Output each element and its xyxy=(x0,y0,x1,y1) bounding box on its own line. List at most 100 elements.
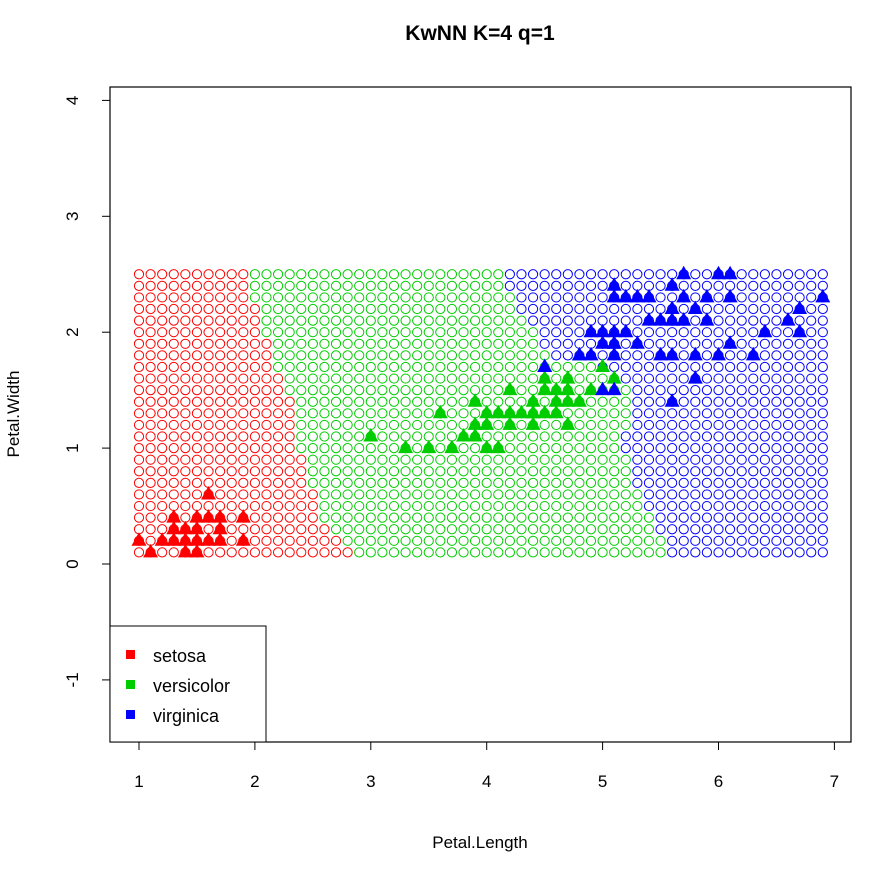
grid-cell-setosa xyxy=(203,350,214,361)
grid-cell-virginica xyxy=(794,269,805,280)
grid-cell-setosa xyxy=(284,489,295,500)
grid-cell-virginica xyxy=(771,535,782,546)
grid-cell-versicolor xyxy=(597,535,608,546)
grid-cell-versicolor xyxy=(551,466,562,477)
grid-cell-versicolor xyxy=(481,338,492,349)
grid-cell-virginica xyxy=(678,408,689,419)
grid-cell-versicolor xyxy=(412,303,423,315)
point-virginica xyxy=(606,288,622,303)
grid-cell-setosa xyxy=(145,292,156,303)
grid-cell-versicolor xyxy=(504,350,515,361)
grid-cell-virginica xyxy=(690,327,701,338)
grid-cell-virginica xyxy=(736,547,747,558)
grid-cell-virginica xyxy=(782,454,794,465)
grid-cell-setosa xyxy=(249,373,260,384)
grid-cell-versicolor xyxy=(551,361,562,373)
grid-cell-virginica xyxy=(782,373,794,384)
grid-cell-setosa xyxy=(226,327,237,338)
grid-cell-virginica xyxy=(794,535,805,546)
grid-cell-setosa xyxy=(226,524,237,535)
grid-cell-versicolor xyxy=(609,431,620,442)
grid-cell-virginica xyxy=(782,338,794,349)
grid-cell-virginica xyxy=(794,524,805,535)
grid-cell-virginica xyxy=(724,303,736,315)
grid-cell-setosa xyxy=(180,292,191,303)
grid-cell-virginica xyxy=(701,512,713,523)
grid-cell-virginica xyxy=(701,443,713,454)
grid-cell-setosa xyxy=(284,419,295,431)
grid-cell-virginica xyxy=(562,327,573,338)
grid-cell-versicolor xyxy=(446,361,458,373)
point-versicolor xyxy=(548,404,564,419)
grid-cell-setosa xyxy=(226,396,237,407)
grid-cell-versicolor xyxy=(330,396,342,407)
grid-cell-virginica xyxy=(574,315,585,326)
legend-swatch-versicolor xyxy=(126,680,135,689)
grid-cell-versicolor xyxy=(388,419,400,431)
grid-cell-versicolor xyxy=(400,489,411,500)
grid-cell-virginica xyxy=(782,292,794,303)
grid-cell-versicolor xyxy=(342,350,353,361)
grid-cell-versicolor xyxy=(388,524,400,535)
grid-cell-setosa xyxy=(226,385,237,396)
grid-cell-versicolor xyxy=(597,477,608,488)
point-versicolor xyxy=(490,404,506,419)
x-tick-label: 3 xyxy=(366,772,375,791)
point-versicolor xyxy=(560,381,576,396)
grid-cell-versicolor xyxy=(354,385,365,396)
grid-cell-virginica xyxy=(655,269,666,280)
grid-cell-versicolor xyxy=(597,431,608,442)
grid-cell-versicolor xyxy=(400,327,411,338)
point-versicolor xyxy=(479,439,495,454)
grid-cell-versicolor xyxy=(446,419,458,431)
grid-cell-virginica xyxy=(713,419,724,431)
point-versicolor xyxy=(548,393,564,407)
grid-cell-virginica xyxy=(771,419,782,431)
grid-cell-virginica xyxy=(759,350,770,361)
grid-cell-setosa xyxy=(238,338,249,349)
grid-cell-setosa xyxy=(133,466,145,477)
grid-cell-setosa xyxy=(180,396,191,407)
grid-cell-virginica xyxy=(620,373,631,384)
grid-cell-versicolor xyxy=(365,535,376,546)
grid-cell-virginica xyxy=(736,524,747,535)
grid-cell-versicolor xyxy=(504,327,515,338)
grid-cell-virginica xyxy=(736,477,747,488)
grid-cell-setosa xyxy=(145,466,156,477)
grid-cell-versicolor xyxy=(435,385,446,396)
grid-cell-virginica xyxy=(713,443,724,454)
y-tick-label: 0 xyxy=(63,559,82,568)
point-virginica xyxy=(606,381,622,396)
point-versicolor xyxy=(467,393,483,407)
grid-cell-setosa xyxy=(133,327,145,338)
grid-cell-virginica xyxy=(678,524,689,535)
grid-cell-virginica xyxy=(632,408,643,419)
grid-cell-versicolor xyxy=(493,327,504,338)
grid-cell-setosa xyxy=(133,477,145,488)
grid-cell-versicolor xyxy=(527,327,539,338)
grid-cell-virginica xyxy=(551,280,562,291)
grid-cell-versicolor xyxy=(643,524,655,535)
grid-cell-virginica xyxy=(667,500,678,512)
grid-cell-versicolor xyxy=(458,547,469,558)
grid-cell-setosa xyxy=(157,419,168,431)
grid-cell-setosa xyxy=(226,338,237,349)
grid-cell-versicolor xyxy=(493,338,504,349)
grid-cell-versicolor xyxy=(527,500,539,512)
grid-cell-versicolor xyxy=(272,292,284,303)
point-virginica xyxy=(641,288,657,303)
grid-cell-versicolor xyxy=(423,373,434,384)
grid-cell-virginica xyxy=(748,419,759,431)
grid-cell-setosa xyxy=(249,303,260,315)
grid-cell-virginica xyxy=(817,408,828,419)
grid-cell-versicolor xyxy=(354,338,365,349)
grid-cell-setosa xyxy=(238,327,249,338)
point-virginica xyxy=(664,277,680,291)
grid-cell-versicolor xyxy=(423,327,434,338)
grid-cell-setosa xyxy=(203,431,214,442)
point-versicolor xyxy=(537,404,553,419)
point-virginica xyxy=(653,312,669,326)
grid-cell-virginica xyxy=(724,512,736,523)
grid-cell-setosa xyxy=(168,327,179,338)
grid-cell-virginica xyxy=(574,303,585,315)
